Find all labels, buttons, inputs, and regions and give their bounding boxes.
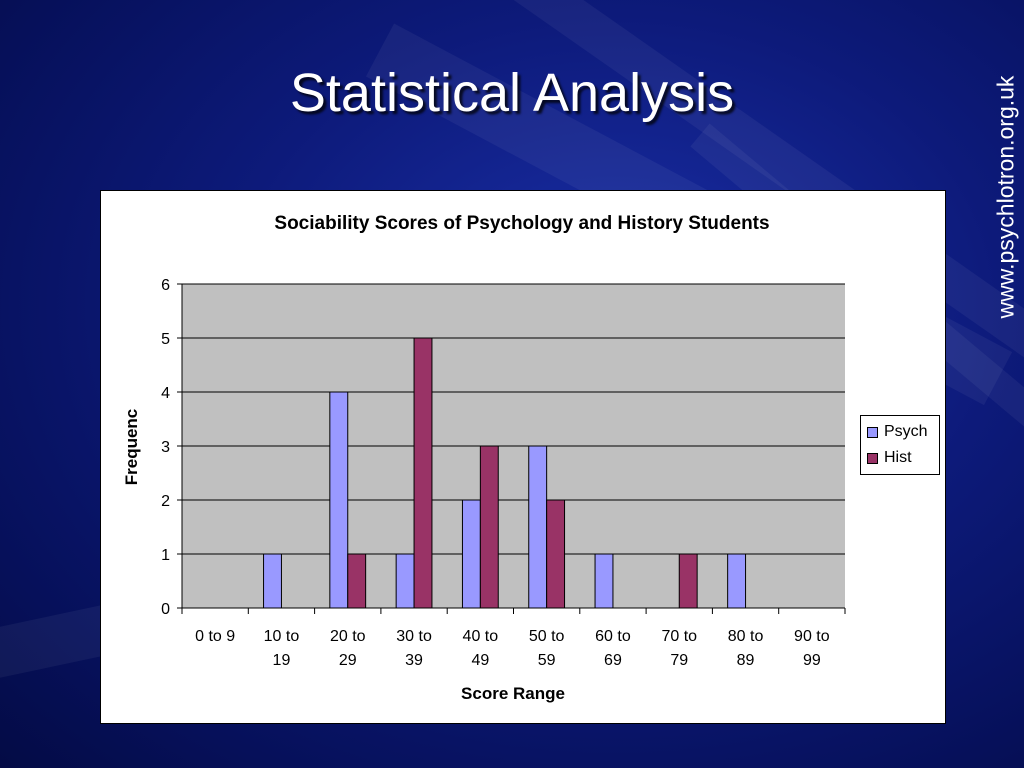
chart-svg: Sociability Scores of Psychology and His… [122, 213, 846, 703]
watermark: www.psychlotron.org.uk [992, 75, 1019, 319]
x-tick-label: 0 to 9 [195, 628, 235, 645]
bars [263, 337, 747, 609]
chart-frame: Sociability Scores of Psychology and His… [100, 190, 946, 724]
x-tick-label: 50 to [529, 628, 565, 645]
bar-hist [413, 337, 433, 609]
y-axis-title: Frequenc [122, 409, 141, 486]
y-tick-label: 5 [161, 331, 170, 348]
x-axis-title: Score Range [461, 684, 565, 703]
x-tick-label: 70 to [661, 628, 697, 645]
legend-label-hist: Hist [884, 449, 912, 466]
x-tick-label: 69 [604, 652, 622, 669]
x-tick-label: 19 [273, 652, 291, 669]
x-tick-label: 90 to [794, 628, 830, 645]
x-tick-label: 30 to [396, 628, 432, 645]
bar-psych [727, 553, 747, 609]
bar-psych [329, 391, 349, 609]
legend-label-psych: Psych [884, 423, 928, 440]
y-tick-label: 2 [161, 493, 170, 510]
x-tick-label: 29 [339, 652, 357, 669]
bar-hist [546, 499, 566, 609]
bar-psych [263, 553, 282, 609]
x-tick-label: 99 [803, 652, 821, 669]
legend-swatch-hist [867, 452, 878, 464]
bar-psych [528, 445, 548, 609]
y-tick-label: 4 [161, 385, 170, 402]
bar-hist [347, 553, 367, 609]
slide-title: Statistical Analysis [289, 63, 735, 123]
y-tick-label: 0 [161, 601, 170, 618]
legend-item-psych: Psych [867, 423, 928, 441]
x-tick-label: 59 [538, 652, 556, 669]
legend: Psych Hist [860, 415, 940, 475]
bar-hist [678, 553, 698, 609]
bar-hist [479, 445, 499, 609]
x-tick-label: 39 [405, 652, 423, 669]
x-tick-label: 20 to [330, 628, 366, 645]
tick-labels: 0 1 2 3 4 5 6 0 to 9 10 to 19 20 to 29 30 to 39 40 to 4… [161, 277, 830, 669]
y-tick-label: 3 [161, 439, 170, 456]
legend-item-hist: Hist [867, 449, 912, 467]
x-tick-label: 89 [737, 652, 755, 669]
bar-psych [395, 553, 415, 609]
bar-psych [461, 499, 481, 609]
axes [177, 283, 846, 614]
legend-swatch-psych [867, 426, 878, 438]
y-tick-label: 6 [161, 277, 170, 294]
bar-psych [594, 553, 614, 609]
y-tick-label: 1 [161, 547, 170, 564]
x-tick-label: 40 to [463, 628, 499, 645]
x-tick-label: 49 [471, 652, 489, 669]
x-tick-label: 60 to [595, 628, 631, 645]
x-tick-label: 79 [670, 652, 688, 669]
x-tick-label: 80 to [728, 628, 764, 645]
chart-title: Sociability Scores of Psychology and His… [274, 213, 769, 234]
x-tick-label: 10 to [264, 628, 300, 645]
